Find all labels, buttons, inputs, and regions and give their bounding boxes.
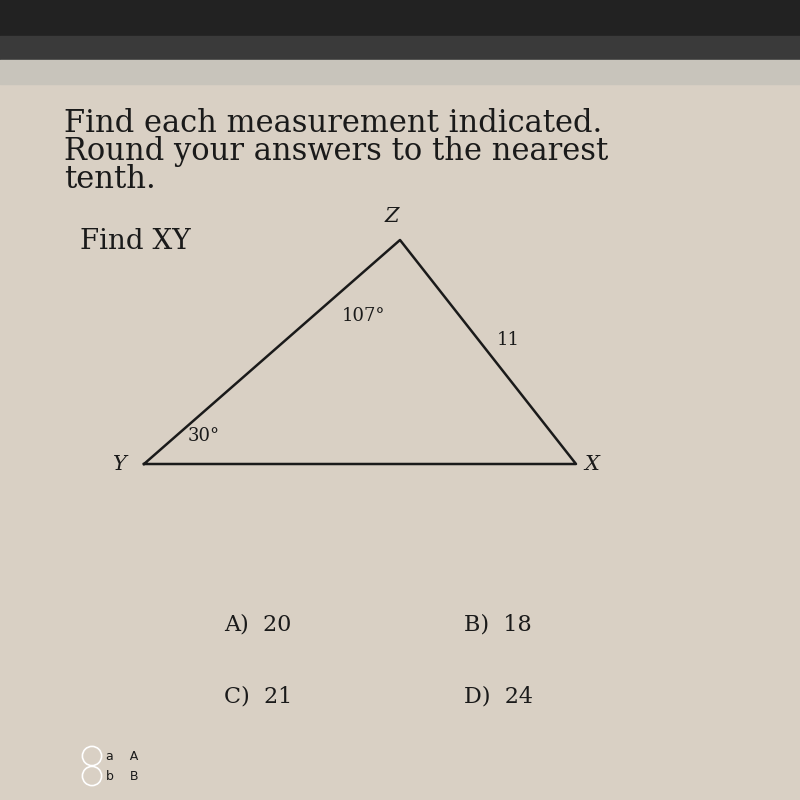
- Text: 30°: 30°: [188, 427, 220, 445]
- Text: Find XY: Find XY: [80, 228, 190, 255]
- Text: Round your answers to the nearest: Round your answers to the nearest: [64, 136, 608, 167]
- Bar: [0, 0, 800, 56]
- Text: X: X: [585, 454, 599, 474]
- Text: 107°: 107°: [342, 307, 386, 325]
- Text: Z: Z: [385, 206, 399, 226]
- Text: tenth.: tenth.: [64, 164, 156, 195]
- Text: A)  20: A) 20: [224, 613, 291, 635]
- Text: B)  18: B) 18: [464, 613, 532, 635]
- Text: a    A: a A: [106, 750, 138, 762]
- Text: Y: Y: [113, 454, 127, 474]
- Text: C)  21: C) 21: [224, 685, 292, 707]
- Text: b    B: b B: [106, 770, 139, 782]
- Text: 11: 11: [497, 331, 519, 349]
- Text: Find each measurement indicated.: Find each measurement indicated.: [64, 108, 602, 139]
- Text: D)  24: D) 24: [464, 685, 533, 707]
